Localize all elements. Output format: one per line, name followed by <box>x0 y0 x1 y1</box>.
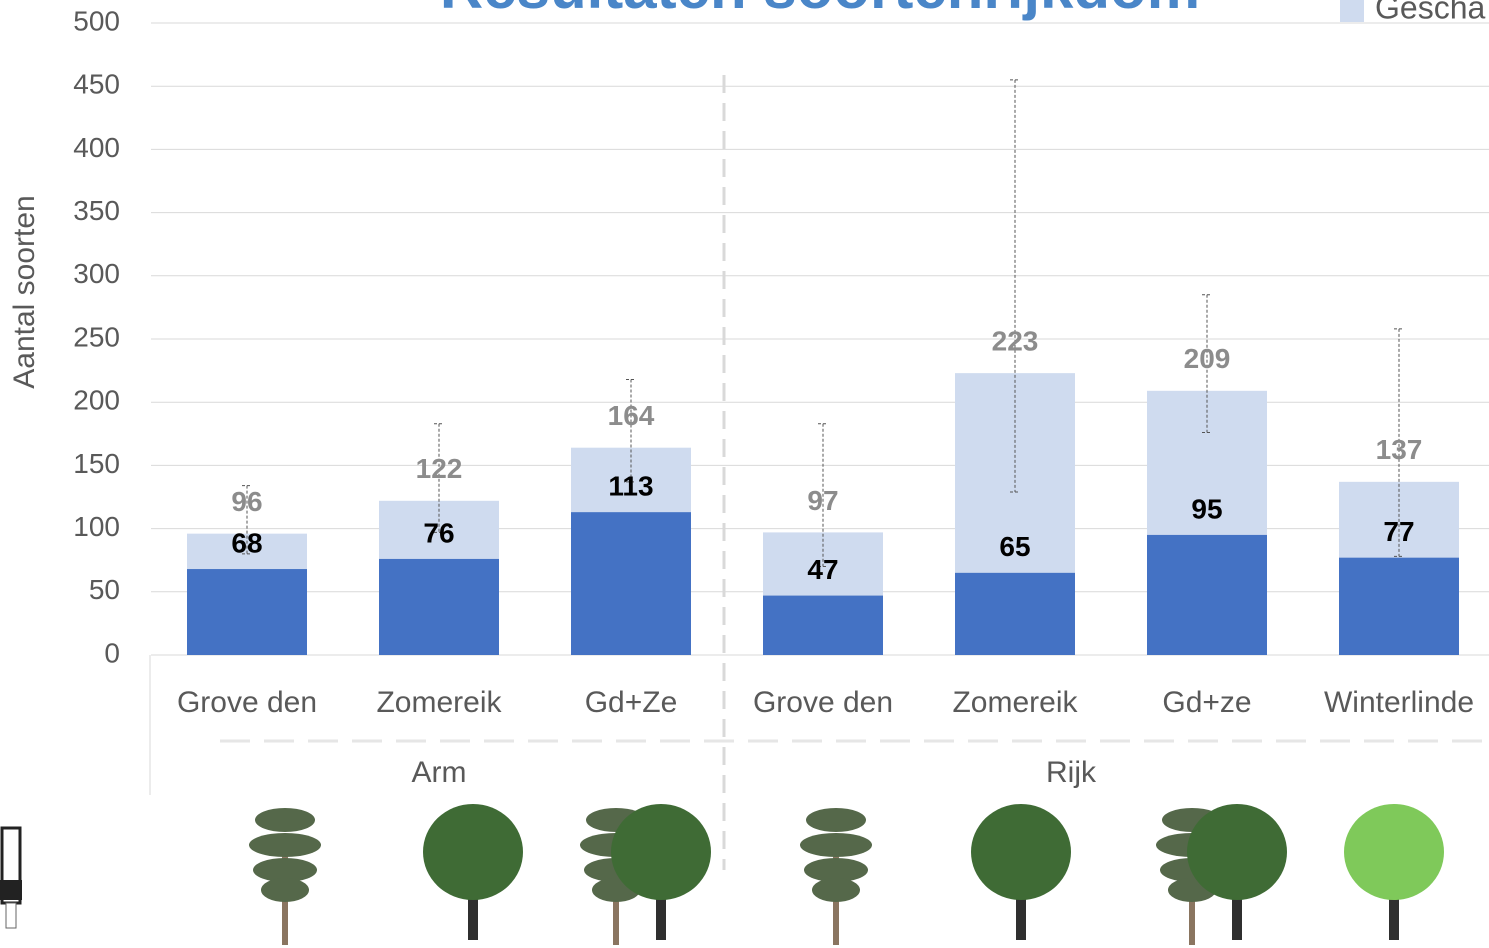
tree-crown <box>255 808 315 832</box>
tree-icon <box>249 808 321 945</box>
y-tick-label: 50 <box>89 574 120 605</box>
value-label: 96 <box>231 486 262 517</box>
bar <box>187 569 307 655</box>
y-tick-label: 350 <box>73 195 120 226</box>
value-label: 95 <box>1191 493 1222 524</box>
value-label: 223 <box>992 326 1039 357</box>
tree-crown <box>971 804 1071 900</box>
tree-icon <box>423 804 523 940</box>
value-label: 113 <box>608 471 653 502</box>
bar <box>379 559 499 655</box>
tree-icon <box>800 808 872 945</box>
x-tick-label: Grove den <box>753 686 893 719</box>
tree-crown <box>423 804 523 900</box>
value-label: 47 <box>807 554 838 585</box>
x-tick-label: Grove den <box>177 686 317 719</box>
y-axis-title: Aantal soorten <box>8 195 41 388</box>
tree-crown <box>812 878 860 902</box>
y-tick-label: 450 <box>73 69 120 100</box>
group-label: Arm <box>412 756 467 789</box>
legend-swatch <box>1340 0 1364 22</box>
tree-icon <box>580 804 711 945</box>
value-label: 77 <box>1383 516 1414 547</box>
tree-icon <box>1156 804 1287 945</box>
tree-icon <box>1344 804 1444 940</box>
y-tick-label: 100 <box>73 511 120 542</box>
bar <box>763 596 883 655</box>
value-label: 209 <box>1184 343 1231 374</box>
tree-crown <box>249 833 321 857</box>
y-tick-label: 300 <box>73 258 120 289</box>
bar <box>571 512 691 655</box>
group-label: Rijk <box>1046 756 1097 789</box>
y-tick-label: 500 <box>73 5 120 36</box>
tree-crown <box>800 833 872 857</box>
value-label: 76 <box>423 517 454 548</box>
tree-crown <box>261 878 309 902</box>
value-label: 122 <box>416 453 463 484</box>
value-label: 68 <box>231 527 262 558</box>
y-tick-label: 0 <box>104 637 120 668</box>
tree-crown <box>806 808 866 832</box>
y-tick-label: 200 <box>73 385 120 416</box>
chart: Resultaten soortenrijkdom Aantal soorten… <box>0 0 1489 948</box>
x-tick-label: Zomereik <box>952 686 1078 719</box>
y-tick-label: 400 <box>73 132 120 163</box>
bar <box>955 573 1075 655</box>
tree-icon <box>971 804 1071 940</box>
tree-crown <box>1344 804 1444 900</box>
x-tick-label: Zomereik <box>376 686 502 719</box>
tree-crown <box>1187 804 1287 900</box>
y-tick-label: 150 <box>73 448 120 479</box>
legend-label: Gescha <box>1375 0 1485 25</box>
x-tick-label: Gd+ze <box>1162 686 1251 719</box>
y-tick-label: 250 <box>73 321 120 352</box>
page: {"chart_data": { "type": "bar", "title":… <box>0 0 1489 948</box>
value-label: 97 <box>807 485 838 516</box>
value-label: 65 <box>999 531 1030 562</box>
value-label: 164 <box>608 400 655 431</box>
tree-crown <box>611 804 711 900</box>
bar <box>1147 535 1267 655</box>
chart-title: Resultaten soortenrijkdom <box>440 0 1200 21</box>
x-tick-label: Gd+Ze <box>585 686 678 719</box>
side-icon <box>0 828 22 928</box>
value-label: 137 <box>1376 434 1423 465</box>
x-tick-label: Winterlinde <box>1324 686 1474 719</box>
bar <box>1339 558 1459 655</box>
